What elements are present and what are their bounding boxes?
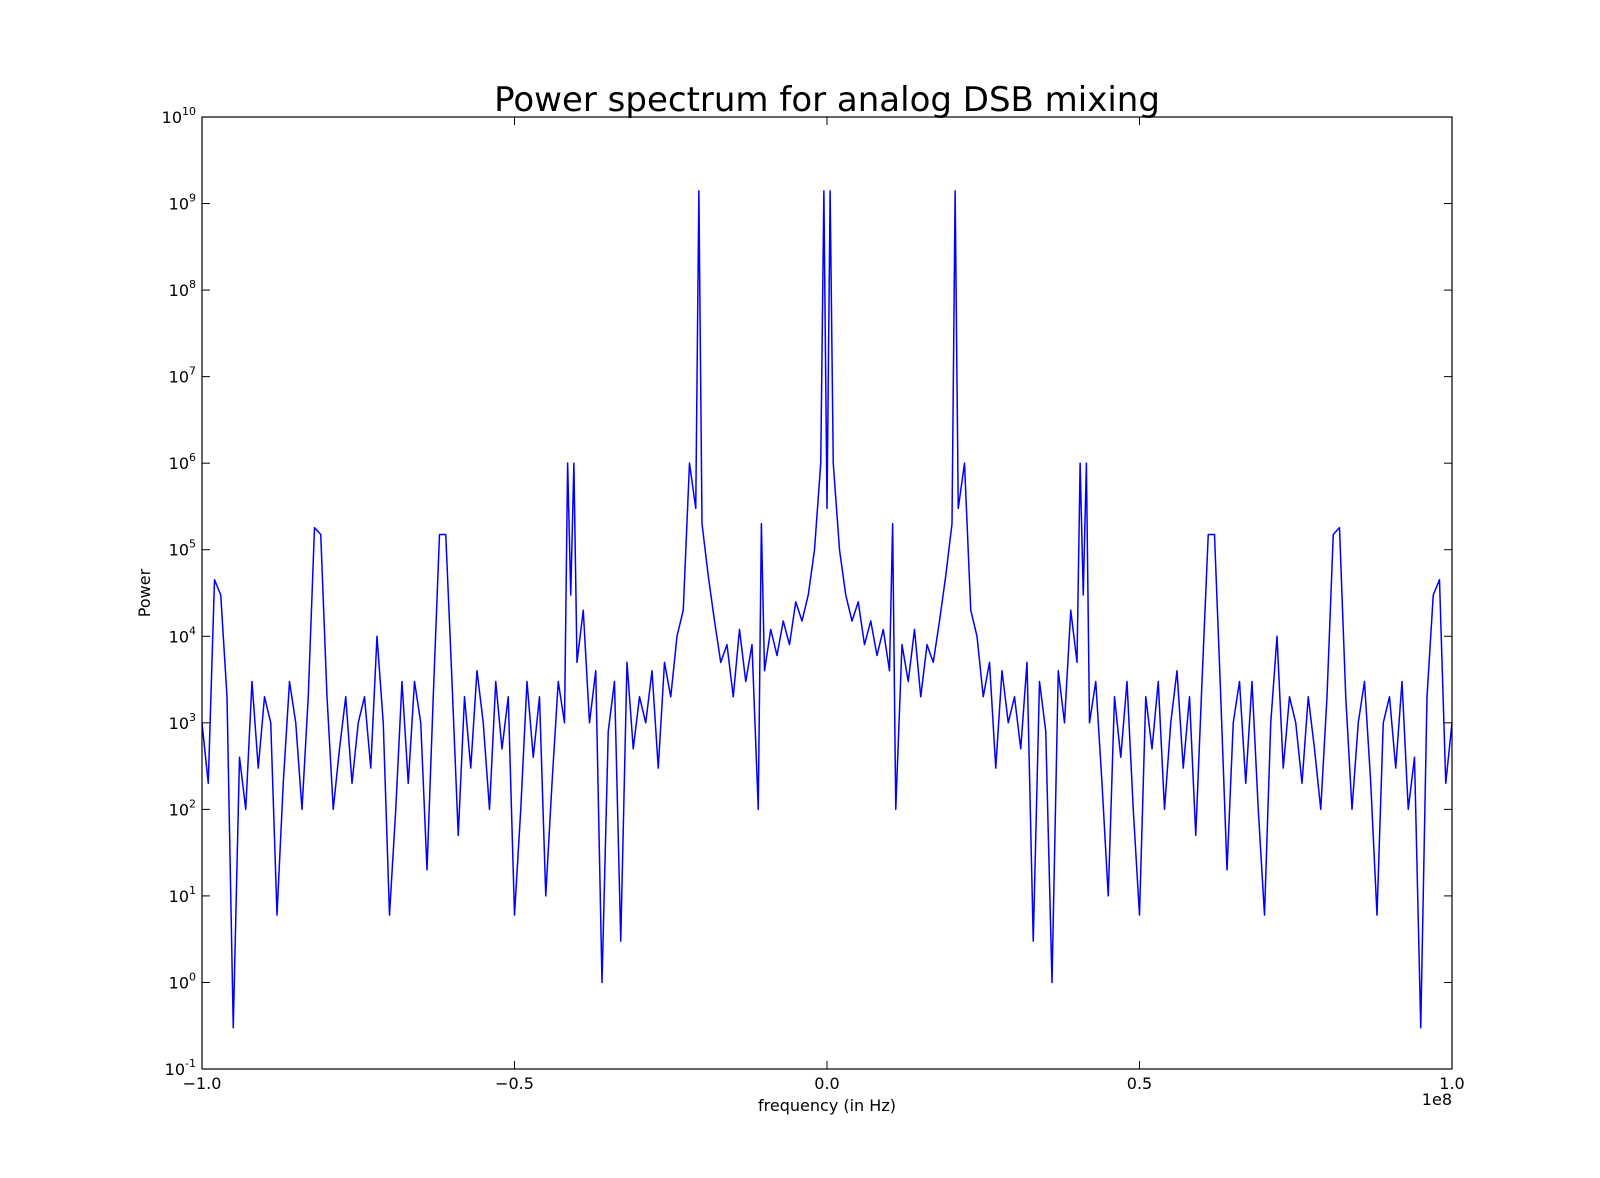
y-tick-base: 10 <box>169 368 189 387</box>
y-tick-base: 10 <box>169 887 189 906</box>
y-axis-label: Power <box>135 568 154 617</box>
y-tick-base: 10 <box>162 108 182 127</box>
y-tick-label: 109 <box>169 192 196 214</box>
y-tick-label: 107 <box>169 365 196 387</box>
y-tick-exponent: 6 <box>189 451 196 464</box>
y-tick-label: 10-1 <box>165 1057 196 1079</box>
y-tick-base: 10 <box>169 627 189 646</box>
y-tick-exponent: 2 <box>189 797 196 810</box>
y-tick-base: 10 <box>169 973 189 992</box>
y-tick-exponent: 0 <box>189 970 196 983</box>
y-tick-label: 104 <box>169 624 196 646</box>
y-tick-base: 10 <box>169 800 189 819</box>
y-tick-label: 102 <box>169 797 196 819</box>
x-axis-label: frequency (in Hz) <box>758 1096 896 1115</box>
y-tick-exponent: -1 <box>185 1057 196 1070</box>
y-tick-label: 1010 <box>162 105 196 127</box>
x-tick-label: −1.0 <box>183 1074 222 1093</box>
y-tick-exponent: 5 <box>189 538 196 551</box>
y-tick-base: 10 <box>169 541 189 560</box>
x-tick-label: 0.0 <box>814 1074 839 1093</box>
y-tick-exponent: 4 <box>189 624 196 637</box>
plot-frame <box>201 116 1453 1070</box>
y-tick-exponent: 10 <box>182 105 196 118</box>
y-tick-label: 100 <box>169 970 196 992</box>
x-tick-label: 1.0 <box>1439 1074 1464 1093</box>
y-tick-base: 10 <box>169 281 189 300</box>
y-tick-label: 106 <box>169 451 196 473</box>
y-tick-label: 105 <box>169 538 196 560</box>
y-tick-base: 10 <box>169 454 189 473</box>
y-tick-base: 10 <box>169 714 189 733</box>
y-tick-exponent: 9 <box>189 192 196 205</box>
y-tick-exponent: 8 <box>189 278 196 291</box>
x-tick-label: 0.5 <box>1127 1074 1152 1093</box>
y-tick-base: 10 <box>169 195 189 214</box>
y-tick-exponent: 3 <box>189 711 196 724</box>
spectrum-line <box>202 190 1452 1029</box>
y-tick-base: 10 <box>165 1060 185 1079</box>
y-tick-exponent: 1 <box>189 884 196 897</box>
y-tick-label: 101 <box>169 884 196 906</box>
x-tick-label: −0.5 <box>495 1074 534 1093</box>
chart-title: Power spectrum for analog DSB mixing <box>494 80 1160 120</box>
y-tick-label: 103 <box>169 711 196 733</box>
y-tick-label: 108 <box>169 278 196 300</box>
x-offset-text: 1e8 <box>1422 1090 1452 1109</box>
y-tick-exponent: 7 <box>189 365 196 378</box>
